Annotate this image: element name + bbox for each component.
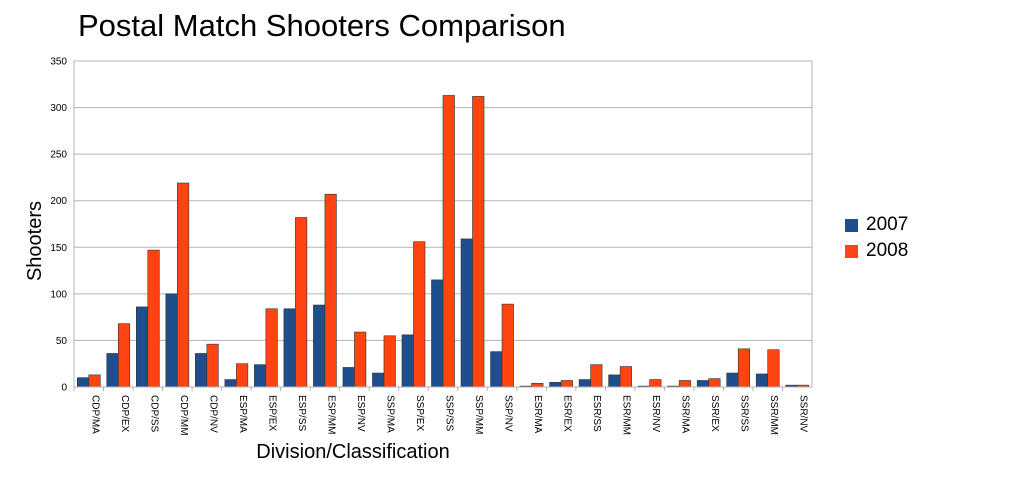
bar-2008-ESR-MM bbox=[619, 366, 632, 388]
x-tick-label: ESP/NV bbox=[355, 395, 366, 432]
y-tick-label: 150 bbox=[50, 243, 67, 254]
x-tick-label: SSR/NV bbox=[798, 395, 809, 433]
y-tick-label: 200 bbox=[50, 196, 67, 207]
bar-2008-SSR-EX bbox=[708, 378, 721, 388]
bar-2007-ESP-SS bbox=[283, 308, 296, 388]
x-tick-label: SSR/EX bbox=[709, 395, 720, 432]
legend-item-2008: 2008 bbox=[845, 238, 908, 264]
bar-2008-ESP-MM bbox=[324, 193, 337, 388]
y-tick-label: 100 bbox=[50, 289, 67, 300]
legend-swatch-2007 bbox=[845, 218, 858, 232]
x-tick-label: SSR/MM bbox=[768, 395, 779, 435]
x-tick-label: SSP/MA bbox=[384, 395, 395, 433]
bar-2007-SSP-SS bbox=[431, 279, 444, 388]
bar-2008-ESR-EX bbox=[560, 380, 573, 388]
x-tick-label: SSR/MA bbox=[680, 395, 691, 434]
bar-2008-ESP-NV bbox=[354, 331, 367, 388]
x-tick-label: CDP/MA bbox=[89, 395, 100, 434]
plot-frame bbox=[73, 60, 813, 388]
bar-2007-CDP-NV bbox=[195, 353, 208, 388]
legend-label-2007: 2007 bbox=[866, 214, 909, 235]
bar-2008-SSP-MA bbox=[383, 335, 396, 388]
bar-2008-ESR-NV bbox=[649, 379, 662, 388]
x-tick-label: CDP/EX bbox=[119, 395, 130, 433]
y-tick-label: 0 bbox=[61, 383, 67, 394]
x-tick-label: SSP/EX bbox=[414, 395, 425, 431]
bars bbox=[76, 95, 810, 388]
bar-2007-SSP-MM bbox=[460, 238, 473, 388]
x-tick-label: ESR/MM bbox=[621, 395, 632, 435]
x-tick-label: ESR/EX bbox=[562, 395, 573, 432]
x-tick-label: ESP/SS bbox=[296, 395, 307, 431]
bar-2007-CDP-SS bbox=[136, 306, 149, 388]
x-axis-label: Division/Classification bbox=[256, 441, 449, 463]
x-tick-label: ESP/MA bbox=[237, 395, 248, 433]
y-axis-ticks: 0 50 100 150 200 250 300 350 bbox=[50, 57, 67, 394]
x-tick-label: CDP/SS bbox=[148, 395, 159, 433]
bar-2007-ESP-NV bbox=[342, 367, 355, 388]
bar-2007-SSR-SS bbox=[726, 372, 739, 388]
x-tick-label: CDP/MM bbox=[178, 395, 189, 436]
y-tick-label: 50 bbox=[56, 336, 68, 347]
x-tick-label: SSP/SS bbox=[444, 395, 455, 431]
bar-2007-SSR-MM bbox=[755, 373, 769, 388]
bar-2008-ESP-SS bbox=[295, 217, 308, 388]
bar-2008-CDP-NV bbox=[206, 343, 219, 388]
x-tick-label: SSP/MM bbox=[473, 395, 484, 434]
bar-2007-ESR-MM bbox=[608, 374, 621, 388]
bar-2007-ESR-SS bbox=[578, 379, 591, 388]
bar-2007-CDP-EX bbox=[106, 353, 119, 388]
bar-2008-CDP-MM bbox=[177, 182, 190, 388]
x-tick-label: CDP/NV bbox=[207, 395, 218, 433]
bar-2008-SSR-SS bbox=[737, 348, 751, 388]
bar-2008-CDP-SS bbox=[147, 249, 160, 388]
bar-2008-CDP-MA bbox=[88, 374, 101, 388]
bar-2008-ESP-MA bbox=[236, 363, 249, 388]
y-axis-label: Shooters bbox=[24, 201, 46, 281]
legend-label-2008: 2008 bbox=[866, 240, 909, 261]
x-tick-label: SSP/NV bbox=[503, 395, 514, 432]
x-axis-ticks: CDP/MA CDP/EX CDP/SS CDP/MM CDP/NV ESP/MA ESP/… bbox=[73, 387, 809, 436]
bar-2007-ESP-MM bbox=[313, 304, 326, 388]
bar-2007-CDP-MA bbox=[76, 377, 90, 388]
y-tick-label: 250 bbox=[50, 150, 67, 161]
bar-2008-SSP-MM bbox=[472, 96, 485, 388]
x-tick-label: ESP/MM bbox=[325, 395, 336, 434]
bar-2007-SSP-EX bbox=[401, 334, 414, 388]
bar-2008-SSP-EX bbox=[413, 241, 426, 388]
bar-2008-SSP-SS bbox=[442, 95, 455, 388]
y-tick-label: 350 bbox=[50, 57, 67, 68]
bar-2008-ESR-MA bbox=[531, 382, 544, 388]
bar-2007-ESP-MA bbox=[224, 379, 237, 388]
legend-swatch-2008 bbox=[845, 244, 858, 258]
bar-2007-CDP-MM bbox=[165, 293, 178, 388]
bar-2007-ESP-EX bbox=[254, 364, 267, 388]
bar-2007-SSP-NV bbox=[490, 351, 503, 388]
legend: 2007 2008 bbox=[845, 212, 908, 264]
bar-2007-SSP-MA bbox=[372, 372, 385, 388]
bar-2008-SSP-NV bbox=[501, 303, 514, 388]
x-tick-label: ESR/NV bbox=[650, 395, 661, 433]
bar-2007-ESR-EX bbox=[549, 382, 562, 388]
bar-2008-SSR-MA bbox=[678, 380, 691, 388]
chart-title: Postal Match Shooters Comparison bbox=[78, 8, 566, 43]
bar-2007-SSR-EX bbox=[696, 380, 709, 388]
bar-2008-SSR-MM bbox=[767, 349, 780, 388]
bar-2008-ESR-SS bbox=[590, 364, 603, 388]
bar-2008-CDP-EX bbox=[117, 323, 131, 388]
y-tick-label: 300 bbox=[50, 103, 67, 114]
legend-item-2007: 2007 bbox=[845, 212, 908, 238]
x-tick-label: ESR/SS bbox=[591, 395, 602, 432]
x-tick-label: ESR/MA bbox=[532, 395, 543, 434]
x-tick-label: SSR/SS bbox=[739, 395, 750, 432]
x-tick-label: ESP/EX bbox=[266, 395, 277, 431]
bar-2008-ESP-EX bbox=[265, 308, 278, 388]
